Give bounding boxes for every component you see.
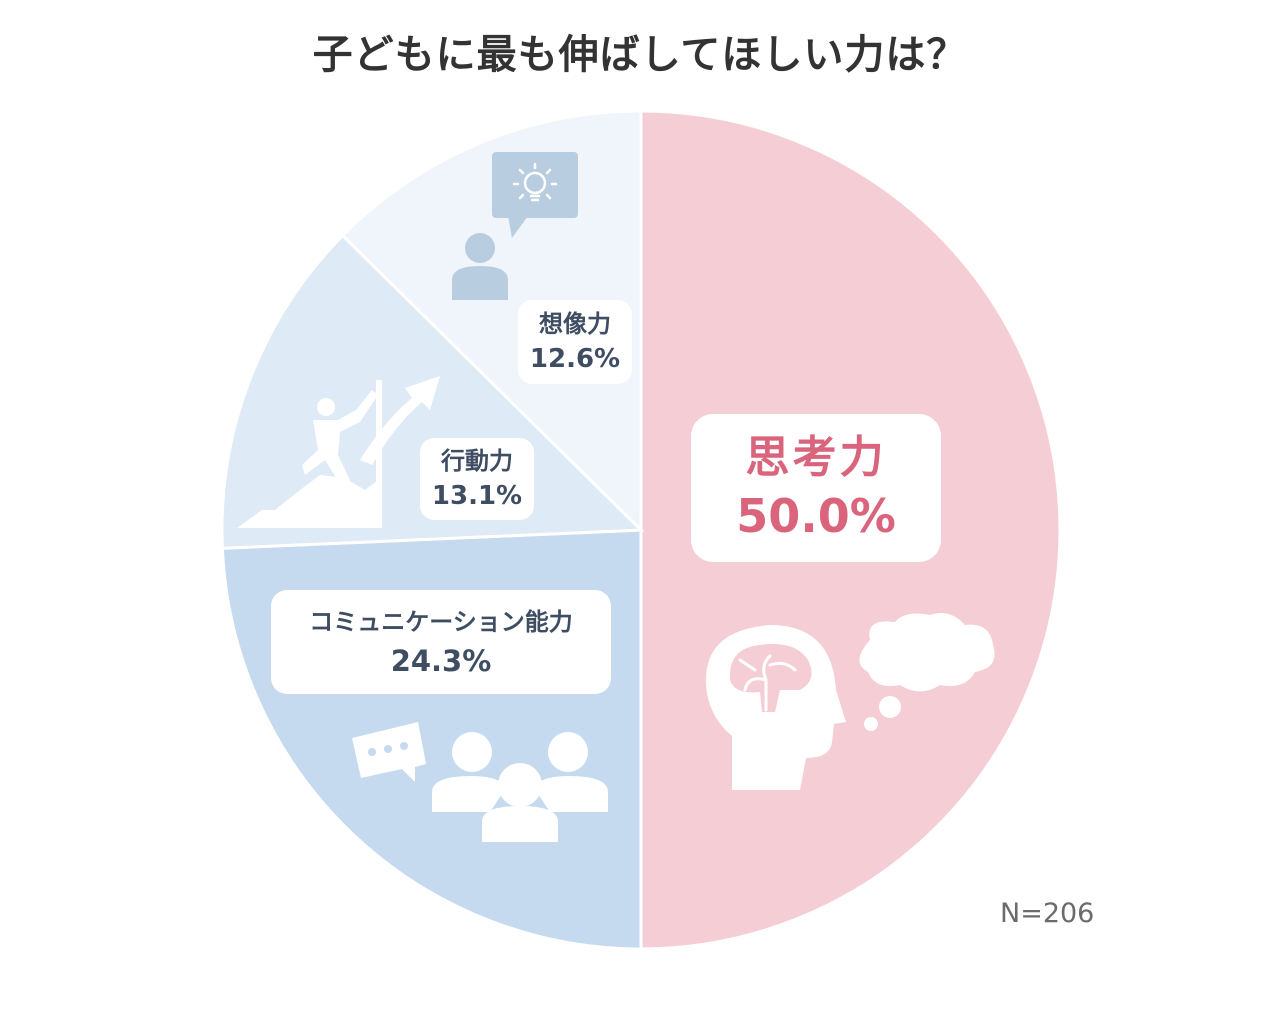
- label-koudouryoku: 行動力 13.1%: [420, 438, 534, 520]
- slice-value: 13.1%: [431, 481, 523, 511]
- label-communication: コミュニケーション能力 24.3%: [271, 590, 611, 694]
- slice-name: 思考力: [745, 432, 887, 483]
- group-chat-icon: [352, 722, 608, 842]
- slice-value: 50.0%: [736, 489, 896, 543]
- head-brain-thought-icon: [706, 612, 995, 790]
- climber-arrow-icon: [237, 376, 440, 528]
- slice-name: コミュニケーション能力: [309, 608, 573, 636]
- sample-size-note: N=206: [1000, 898, 1095, 929]
- slice-value: 12.6%: [529, 344, 621, 374]
- label-shikouryoku: 思考力 50.0%: [691, 414, 941, 562]
- person-idea-bubble-icon: [452, 152, 578, 300]
- slice-name: 行動力: [441, 447, 513, 475]
- slice-name: 想像力: [539, 310, 611, 338]
- label-souzouryoku: 想像力 12.6%: [518, 300, 632, 384]
- chart-title: 子どもに最も伸ばしてほしい力は？: [312, 32, 968, 78]
- slice-value: 24.3%: [390, 644, 492, 678]
